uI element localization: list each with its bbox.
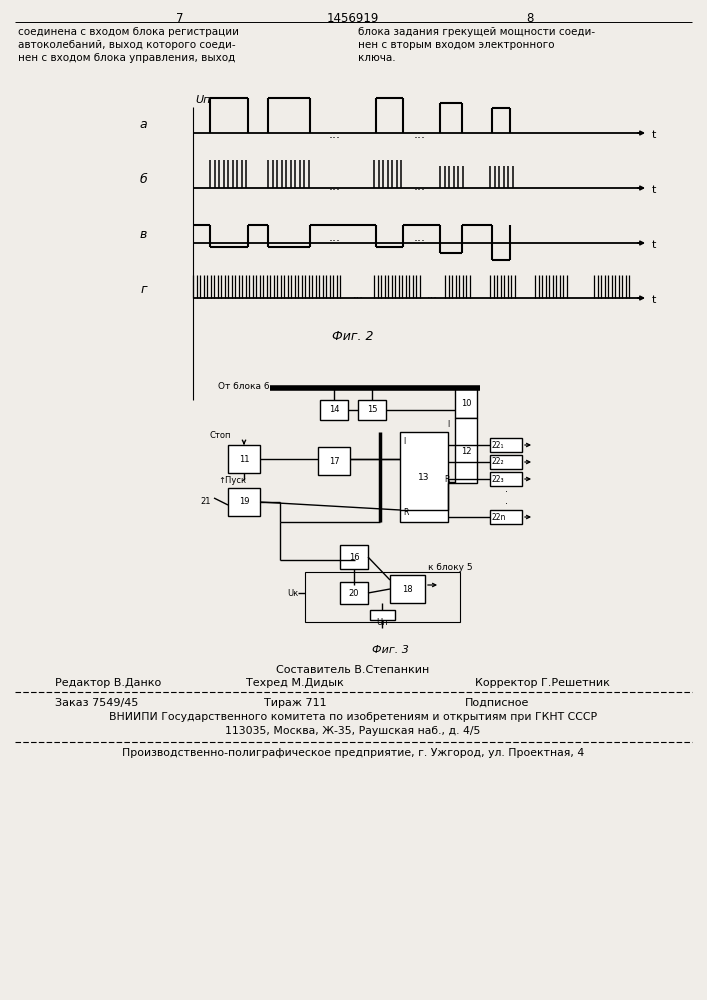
Bar: [455, 418, 477, 483]
Bar: [305, 572, 460, 622]
Bar: [318, 447, 350, 475]
Bar: [358, 400, 386, 420]
Bar: [228, 488, 260, 516]
Text: Фиг. 2: Фиг. 2: [332, 330, 374, 343]
Text: От блока 6: От блока 6: [218, 382, 269, 391]
Text: Заказ 7549/45: Заказ 7549/45: [55, 698, 139, 708]
Bar: [490, 455, 522, 469]
Text: 22n: 22n: [492, 512, 506, 522]
Text: 10: 10: [461, 398, 472, 408]
Text: Производственно-полиграфическое предприятие, г. Ужгород, ул. Проектная, 4: Производственно-полиграфическое предприя…: [122, 748, 584, 758]
Bar: [340, 582, 368, 604]
Text: Техред М.Дидык: Техред М.Дидык: [246, 678, 344, 688]
Text: t: t: [652, 240, 656, 250]
Text: ·
·: · ·: [505, 487, 508, 509]
Text: ↑Пуск: ↑Пуск: [218, 476, 246, 485]
Text: ...: ...: [414, 231, 426, 244]
Text: ...: ...: [414, 128, 426, 141]
Text: 18: 18: [402, 584, 412, 593]
Bar: [320, 400, 348, 420]
Text: 22₃: 22₃: [492, 475, 505, 484]
Text: Фиг. 3: Фиг. 3: [372, 645, 409, 655]
Text: Корректор Г.Решетник: Корректор Г.Решетник: [475, 678, 610, 688]
Text: Редактор В.Данко: Редактор В.Данко: [55, 678, 161, 688]
Text: Uп: Uп: [376, 618, 388, 627]
Text: 22₂: 22₂: [492, 458, 505, 466]
Text: R: R: [445, 475, 450, 484]
Text: ...: ...: [329, 180, 341, 193]
Text: Uк: Uк: [287, 588, 298, 597]
Bar: [490, 438, 522, 452]
Text: ВНИИПИ Государственного комитета по изобретениям и открытиям при ГКНТ СССР: ВНИИПИ Государственного комитета по изоб…: [109, 712, 597, 722]
Text: 16: 16: [349, 552, 359, 562]
Text: 11: 11: [239, 454, 250, 464]
Text: t: t: [652, 295, 656, 305]
Text: 15: 15: [367, 406, 378, 414]
Text: соединена с входом блока регистрации
автоколебаний, выход которого соеди-
нен с : соединена с входом блока регистрации авт…: [18, 27, 239, 63]
Text: Стоп: Стоп: [210, 431, 231, 440]
Bar: [390, 575, 425, 603]
Text: ...: ...: [329, 128, 341, 141]
Text: Тираж 711: Тираж 711: [264, 698, 327, 708]
Text: к блоку 5: к блоку 5: [428, 563, 472, 572]
Text: 8: 8: [526, 12, 534, 25]
Text: ...: ...: [353, 290, 363, 300]
Text: 13: 13: [419, 473, 430, 482]
Text: t: t: [652, 185, 656, 195]
Text: 20: 20: [349, 588, 359, 597]
Bar: [490, 510, 522, 524]
Text: t: t: [652, 130, 656, 140]
Text: Uп: Uп: [195, 95, 211, 105]
Text: Составитель В.Степанкин: Составитель В.Степанкин: [276, 665, 430, 675]
Text: 14: 14: [329, 406, 339, 414]
Text: ...: ...: [329, 231, 341, 244]
Bar: [370, 610, 395, 620]
Bar: [340, 545, 368, 569]
Text: 19: 19: [239, 497, 250, 506]
Text: 21: 21: [200, 497, 211, 506]
Text: Подписное: Подписное: [465, 698, 530, 708]
Text: 22₁: 22₁: [492, 440, 505, 450]
Text: ...: ...: [426, 290, 438, 300]
Bar: [490, 472, 522, 486]
Text: ...: ...: [414, 180, 426, 193]
Text: блока задания грекущей мощности соеди-
нен с вторым входом электронного
ключа.: блока задания грекущей мощности соеди- н…: [358, 27, 595, 63]
Text: I: I: [403, 437, 405, 446]
Text: в: в: [139, 228, 147, 241]
Text: 113035, Москва, Ж-35, Раушская наб., д. 4/5: 113035, Москва, Ж-35, Раушская наб., д. …: [226, 726, 481, 736]
Bar: [228, 445, 260, 473]
Text: 1456919: 1456919: [327, 12, 379, 25]
Bar: [400, 432, 448, 522]
Text: г: г: [141, 283, 147, 296]
Text: 7: 7: [176, 12, 184, 25]
Text: R: R: [403, 508, 409, 517]
Bar: [455, 388, 477, 418]
Text: 12: 12: [461, 446, 472, 456]
Text: а: а: [139, 118, 147, 131]
Text: б: б: [139, 173, 147, 186]
Text: 17: 17: [329, 456, 339, 466]
Text: I: I: [448, 420, 450, 429]
